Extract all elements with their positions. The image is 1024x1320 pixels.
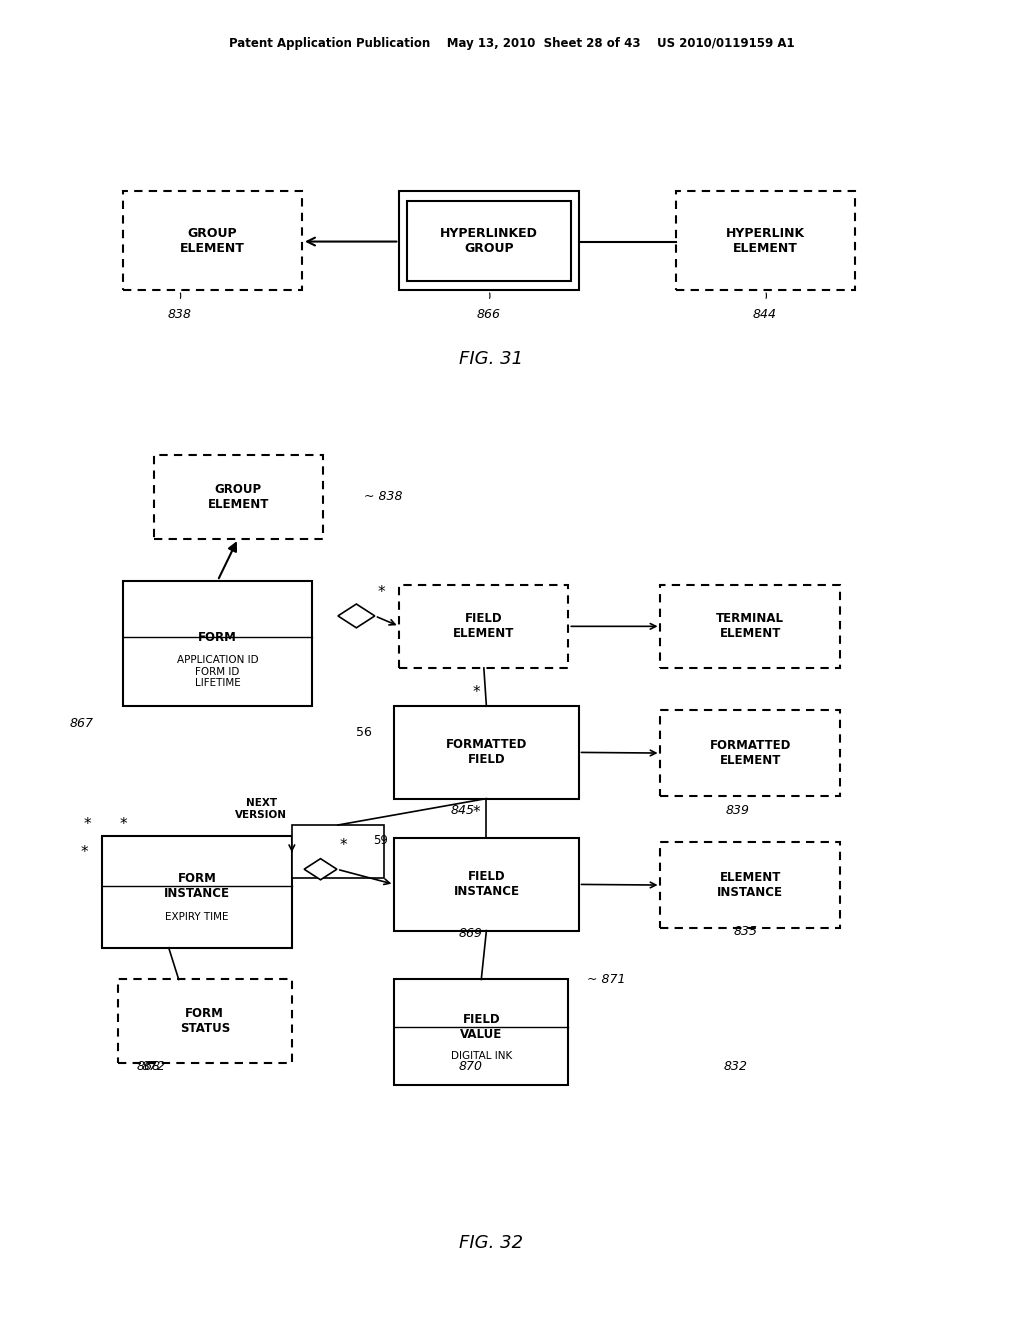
Text: *: *	[472, 685, 480, 700]
Text: 59: 59	[374, 834, 388, 847]
FancyBboxPatch shape	[399, 191, 579, 290]
Text: FORM
INSTANCE: FORM INSTANCE	[164, 873, 230, 900]
Text: APPLICATION ID
FORM ID
LIFETIME: APPLICATION ID FORM ID LIFETIME	[177, 655, 258, 688]
Text: FORM: FORM	[199, 631, 237, 644]
Text: EXPIRY TIME: EXPIRY TIME	[165, 912, 229, 921]
Text: *: *	[119, 817, 127, 833]
FancyBboxPatch shape	[394, 706, 579, 799]
Text: ~ 871: ~ 871	[587, 973, 626, 986]
Text: 56: 56	[355, 726, 372, 739]
Text: FIELD
ELEMENT: FIELD ELEMENT	[454, 612, 514, 640]
Text: *: *	[83, 817, 91, 833]
Text: *: *	[340, 838, 347, 853]
Text: 839: 839	[725, 804, 750, 817]
Text: *: *	[472, 805, 480, 820]
Text: FORMATTED
ELEMENT: FORMATTED ELEMENT	[710, 739, 791, 767]
FancyBboxPatch shape	[676, 191, 855, 290]
FancyBboxPatch shape	[394, 838, 579, 931]
FancyBboxPatch shape	[123, 191, 302, 290]
Text: 832: 832	[723, 1060, 748, 1073]
Text: FIG. 32: FIG. 32	[460, 1234, 523, 1253]
Text: DIGITAL INK: DIGITAL INK	[451, 1051, 512, 1061]
FancyBboxPatch shape	[399, 585, 568, 668]
Text: 866: 866	[476, 308, 501, 321]
Text: *: *	[80, 845, 88, 859]
Text: 868: 868	[136, 1060, 161, 1073]
Text: HYPERLINKED
GROUP: HYPERLINKED GROUP	[440, 227, 538, 255]
Text: HYPERLINK
ELEMENT: HYPERLINK ELEMENT	[726, 227, 805, 255]
Text: 867: 867	[70, 717, 94, 730]
Text: FIG. 31: FIG. 31	[460, 350, 523, 368]
Text: FORMATTED
FIELD: FORMATTED FIELD	[445, 738, 527, 767]
Text: 835: 835	[733, 925, 758, 939]
FancyBboxPatch shape	[123, 581, 312, 706]
Polygon shape	[304, 858, 337, 879]
Text: 870: 870	[459, 1060, 483, 1073]
Text: 869: 869	[459, 927, 483, 940]
Text: 838: 838	[167, 308, 191, 321]
FancyBboxPatch shape	[118, 979, 292, 1063]
Text: FIELD
VALUE: FIELD VALUE	[460, 1012, 503, 1041]
Text: GROUP
ELEMENT: GROUP ELEMENT	[208, 483, 268, 511]
Text: NEXT
VERSION: NEXT VERSION	[236, 799, 287, 820]
Text: GROUP
ELEMENT: GROUP ELEMENT	[180, 227, 245, 255]
Polygon shape	[338, 605, 375, 628]
FancyBboxPatch shape	[407, 201, 571, 281]
FancyBboxPatch shape	[102, 836, 292, 948]
Text: ~ 838: ~ 838	[364, 491, 402, 503]
Text: 872: 872	[141, 1060, 166, 1073]
Text: ELEMENT
INSTANCE: ELEMENT INSTANCE	[717, 871, 783, 899]
Text: TERMINAL
ELEMENT: TERMINAL ELEMENT	[716, 612, 784, 640]
FancyBboxPatch shape	[154, 455, 323, 539]
Text: 844: 844	[753, 308, 777, 321]
Text: *: *	[378, 585, 385, 601]
FancyBboxPatch shape	[660, 585, 840, 668]
Text: FORM
STATUS: FORM STATUS	[179, 1007, 230, 1035]
FancyBboxPatch shape	[660, 710, 840, 796]
Text: Patent Application Publication    May 13, 2010  Sheet 28 of 43    US 2010/011915: Patent Application Publication May 13, 2…	[229, 37, 795, 50]
Text: FIELD
INSTANCE: FIELD INSTANCE	[454, 870, 519, 899]
FancyBboxPatch shape	[394, 979, 568, 1085]
FancyBboxPatch shape	[292, 825, 384, 878]
Text: 845: 845	[451, 804, 475, 817]
FancyBboxPatch shape	[660, 842, 840, 928]
